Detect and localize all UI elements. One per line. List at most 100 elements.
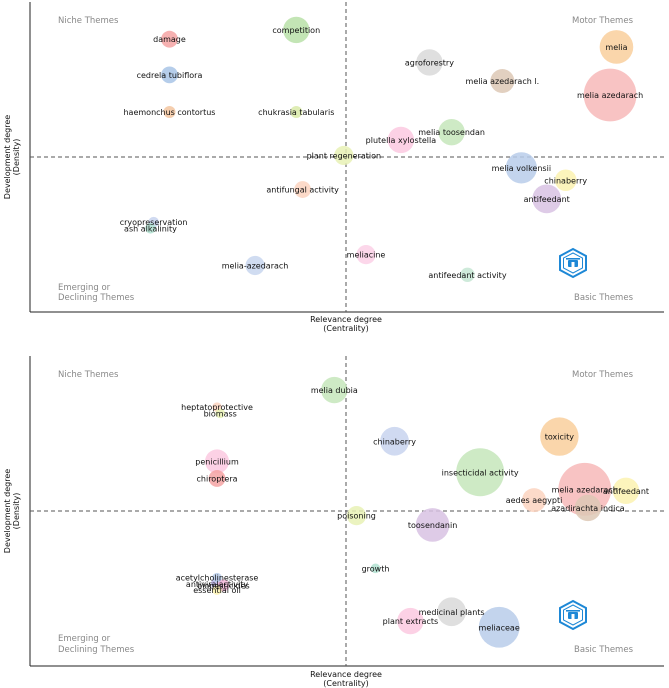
theme-label: chinaberry: [544, 176, 587, 185]
thematic-map-top: Niche Themes Motor Themes Emerging or De…: [3, 2, 664, 333]
theme-bubble: [460, 267, 475, 282]
theme-label: biomass: [204, 409, 237, 418]
theme-bubble: [490, 69, 515, 94]
theme-bubble: [574, 494, 602, 522]
theme-bubble: [583, 68, 637, 122]
theme-label: antifeedant: [524, 195, 570, 204]
theme-label: cedrela tubiflora: [137, 71, 203, 80]
theme-label: melia volkensii: [492, 164, 551, 173]
theme-bubble: [370, 563, 381, 574]
theme-label: melia azedarach: [552, 485, 618, 494]
theme-label: melia dubia: [311, 386, 358, 395]
theme-bubble: [215, 408, 225, 419]
theme-label: meliacine: [347, 251, 386, 260]
theme-label: melia: [605, 43, 627, 52]
theme-label: antiviralactivity: [186, 580, 248, 589]
x-axis-title: Relevance degree: [310, 670, 382, 679]
theme-bubble: [212, 572, 222, 583]
theme-bubble: [208, 470, 226, 487]
theme-label: toosendanin: [408, 521, 457, 530]
theme-label: damage: [153, 35, 186, 44]
quadrant-label-basic: Basic Themes: [574, 645, 634, 655]
x-axis-title: Relevance degree: [310, 315, 382, 324]
theme-bubble: [163, 106, 176, 119]
bubble-layer: damage competition cedrela tubiflora haemon…: [120, 16, 643, 282]
quadrant-label-motor: Motor Themes: [572, 16, 634, 26]
theme-label: melia-azedarach: [222, 262, 289, 271]
theme-label: chukrasia tabularis: [258, 108, 334, 117]
theme-bubble: [212, 585, 222, 595]
theme-bubble: [145, 223, 156, 234]
theme-label: agroforestry: [405, 58, 454, 67]
theme-bubble: [522, 488, 547, 513]
theme-bubble: [321, 376, 348, 404]
theme-label: antifeedant: [603, 487, 649, 496]
theme-label: toxicity: [545, 433, 575, 442]
theme-label: meliaceae: [479, 623, 520, 632]
theme-bubble: [161, 66, 178, 84]
theme-bubble: [387, 126, 415, 154]
theme-label: chinaberry: [373, 437, 416, 446]
theme-bubble: [456, 448, 505, 497]
theme-bubble: [437, 597, 467, 627]
theme-label: acetylcholinesterase: [176, 574, 259, 583]
theme-bubble: [554, 169, 577, 192]
x-axis-subtitle: (Centrality): [323, 679, 368, 688]
theme-bubble: [205, 449, 230, 474]
quadrant-label-niche: Niche Themes: [58, 16, 119, 26]
theme-bubble: [356, 245, 376, 265]
theme-label: poisoning: [337, 512, 376, 521]
theme-bubble: [380, 426, 409, 456]
theme-label: chiroptera: [197, 474, 238, 483]
theme-bubble: [599, 30, 634, 64]
theme-label: melia azedarach: [577, 91, 643, 100]
theme-label: plutella xylostella: [366, 136, 437, 145]
theme-bubble: [478, 606, 520, 648]
theme-bubble: [290, 106, 303, 119]
theme-label: cryopreservation: [120, 218, 188, 227]
theme-bubble: [346, 506, 367, 526]
theme-label: growth: [362, 564, 390, 573]
theme-bubble: [505, 152, 537, 184]
y-axis-subtitle: (Density): [12, 139, 21, 176]
shield-watermark-icon: [559, 599, 587, 631]
quadrant-label-emerging: Emerging or: [58, 283, 111, 293]
theme-bubble: [283, 16, 310, 44]
theme-bubble: [532, 184, 562, 214]
theme-bubble: [438, 119, 465, 146]
theme-label: antifungal activity: [266, 186, 339, 195]
theme-label: essential oil: [193, 586, 241, 595]
x-axis-subtitle: (Centrality): [323, 324, 368, 333]
quadrant-label-declining: Declining Themes: [58, 293, 135, 303]
theme-label: plant regeneration: [307, 151, 382, 160]
theme-label: ash alkalinity: [124, 224, 177, 233]
theme-label: heptatoprotective: [181, 403, 253, 412]
theme-label: antifeedant activity: [428, 271, 506, 280]
quadrant-label-niche: Niche Themes: [58, 370, 119, 380]
theme-bubble: [416, 49, 443, 76]
shield-watermark-icon: [559, 247, 587, 279]
theme-bubble: [245, 255, 265, 276]
theme-bubble: [161, 30, 178, 48]
theme-label: penicillium: [195, 457, 239, 466]
theme-label: aedes aegypti: [506, 496, 563, 505]
theme-label: azadirachta indica: [551, 504, 625, 513]
theme-bubble: [334, 145, 354, 166]
theme-bubble: [415, 508, 450, 542]
y-axis-title: Development degree: [3, 469, 12, 554]
y-axis-title: Development degree: [3, 115, 12, 200]
theme-label: haemonchus contortus: [123, 108, 215, 117]
thematic-map-bottom: Niche Themes Motor Themes Emerging or De…: [3, 356, 664, 688]
y-axis-subtitle: (Density): [12, 493, 21, 530]
theme-label: melia azedarach l.: [466, 77, 540, 86]
theme-label: biopesticides: [197, 581, 250, 590]
quadrant-label-declining: Declining Themes: [58, 645, 135, 655]
theme-bubble: [540, 417, 579, 456]
theme-bubble: [294, 181, 312, 198]
theme-label: insecticidal activity: [442, 468, 519, 477]
theme-bubble: [397, 607, 424, 635]
theme-label: medicinal plants: [419, 608, 485, 617]
quadrant-label-basic: Basic Themes: [574, 293, 634, 303]
